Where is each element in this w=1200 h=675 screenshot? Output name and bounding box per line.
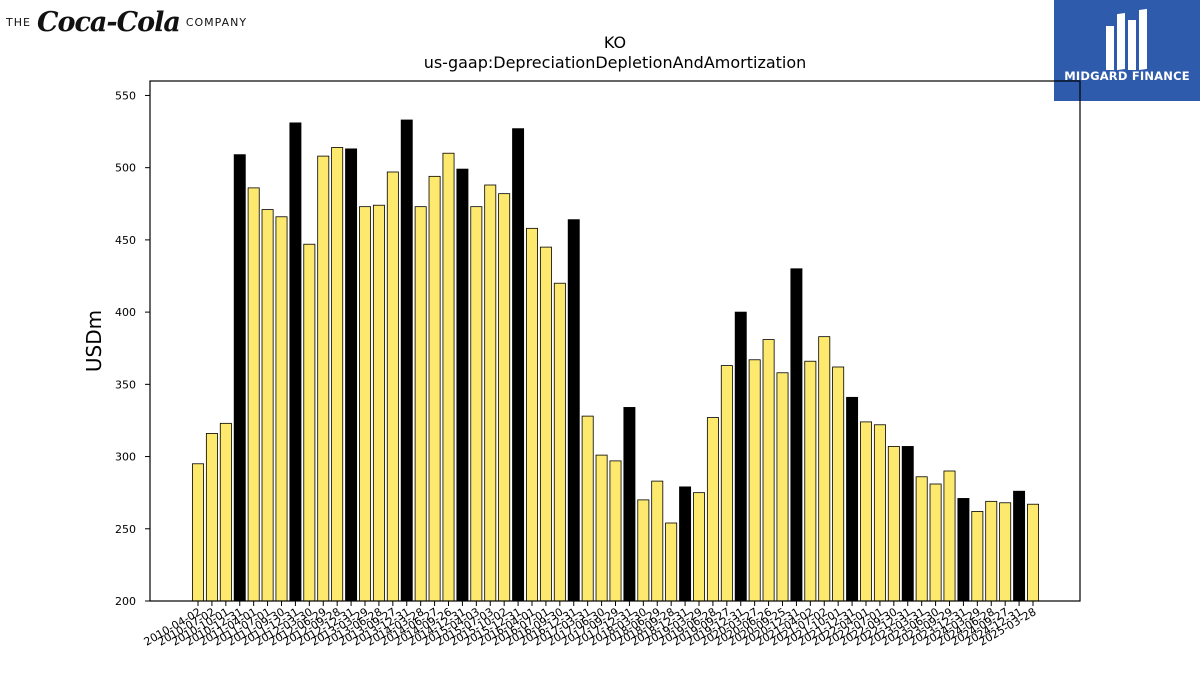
chart-subtitle: us-gaap:DepreciationDepletionAndAmortiza… bbox=[424, 53, 807, 72]
bar-2013-09-27 bbox=[386, 171, 399, 602]
plot-frame bbox=[149, 80, 1081, 602]
y-tick-label: 400 bbox=[115, 306, 136, 319]
bar-2017-12-31 bbox=[623, 407, 636, 602]
bar-2024-09-27 bbox=[999, 502, 1012, 602]
y-tick-label: 200 bbox=[115, 595, 136, 608]
bar-2014-03-28 bbox=[414, 206, 427, 602]
bar-2013-06-28 bbox=[372, 204, 385, 602]
bar-2010-07-02 bbox=[205, 433, 218, 602]
bar-2023-12-31 bbox=[957, 498, 970, 602]
y-tick-label: 350 bbox=[115, 378, 136, 391]
bar-2013-03-29 bbox=[359, 206, 371, 602]
y-axis-label: USDm bbox=[82, 310, 106, 372]
bar-2014-12-31 bbox=[456, 168, 469, 602]
bar-2019-12-31 bbox=[734, 311, 747, 602]
bar-2010-04-02 bbox=[192, 463, 204, 602]
bar-2020-03-27 bbox=[748, 359, 761, 602]
bar-2018-06-29 bbox=[651, 480, 664, 602]
bar-2021-12-31 bbox=[846, 396, 859, 602]
bar-2011-04-01 bbox=[247, 187, 260, 602]
bar-2014-09-26 bbox=[442, 152, 455, 602]
bar-2012-12-31 bbox=[345, 148, 358, 602]
bars-group bbox=[192, 119, 1039, 602]
bar-2021-04-02 bbox=[804, 360, 817, 602]
bar-2023-03-31 bbox=[915, 476, 928, 602]
bar-2010-12-31 bbox=[233, 154, 246, 602]
bar-2012-03-30 bbox=[303, 243, 316, 602]
bar-2022-12-31 bbox=[901, 446, 914, 602]
bar-2015-04-03 bbox=[470, 206, 483, 602]
brand-prefix: THE bbox=[6, 15, 31, 29]
bar-2018-09-28 bbox=[665, 522, 678, 602]
bar-2012-09-28 bbox=[331, 147, 344, 602]
bar-2016-09-30 bbox=[553, 282, 566, 602]
bar-2010-10-01 bbox=[219, 422, 232, 602]
bar-2019-09-27 bbox=[720, 365, 733, 602]
bar-2017-03-31 bbox=[581, 415, 594, 602]
x-axis: 2010-04-022010-07-022010-10-012010-12-31… bbox=[142, 601, 1039, 649]
bar-2023-06-30 bbox=[929, 483, 942, 602]
bar-2025-03-28 bbox=[1027, 503, 1039, 602]
bar-2018-12-31 bbox=[679, 486, 692, 602]
bar-2022-04-01 bbox=[860, 421, 872, 602]
bar-2021-07-02 bbox=[818, 336, 831, 602]
bar-2014-06-27 bbox=[428, 175, 441, 602]
bar-2015-07-03 bbox=[484, 184, 497, 602]
bar-2016-04-01 bbox=[526, 227, 538, 602]
bar-2024-03-29 bbox=[971, 511, 984, 602]
bar-2015-10-02 bbox=[498, 193, 511, 602]
bar-2022-07-01 bbox=[873, 424, 886, 602]
bar-2023-09-29 bbox=[943, 470, 956, 602]
chart-title: KO bbox=[604, 33, 626, 52]
y-axis: 200 250 300 350 400 450 500 550 bbox=[115, 89, 150, 608]
bar-2020-12-31 bbox=[790, 268, 803, 602]
y-tick-label: 500 bbox=[115, 162, 136, 175]
bar-2020-06-26 bbox=[762, 339, 775, 602]
bar-2018-03-30 bbox=[637, 499, 650, 602]
bar-2019-03-29 bbox=[693, 492, 705, 602]
y-tick-label: 250 bbox=[115, 523, 136, 536]
brand-name: Coca-Cola bbox=[36, 6, 181, 38]
y-tick-label: 300 bbox=[115, 451, 136, 464]
bar-2011-09-30 bbox=[275, 216, 288, 602]
midgard-logo-icon bbox=[1106, 8, 1147, 71]
bar-2016-12-31 bbox=[567, 219, 580, 602]
coca-cola-company-logo: THE Coca-Cola COMPANY bbox=[6, 2, 247, 42]
bar-2024-12-31 bbox=[1013, 490, 1026, 602]
bar-2013-12-31 bbox=[400, 119, 413, 602]
bar-2024-06-28 bbox=[985, 500, 998, 602]
bar-2020-09-25 bbox=[776, 372, 789, 602]
bar-2019-06-28 bbox=[706, 417, 719, 602]
bar-2017-06-30 bbox=[595, 454, 608, 602]
midgard-logo-text: MIDGARD FINANCE bbox=[1064, 69, 1190, 83]
bar-2021-10-01 bbox=[832, 366, 845, 602]
bar-2022-09-30 bbox=[887, 446, 900, 602]
y-tick-label: 450 bbox=[115, 234, 136, 247]
bar-2011-12-31 bbox=[289, 122, 302, 602]
brand-suffix: COMPANY bbox=[185, 15, 248, 29]
y-tick-label: 550 bbox=[115, 89, 136, 102]
bar-2012-06-29 bbox=[317, 155, 330, 602]
bar-2017-09-29 bbox=[609, 460, 622, 602]
bar-2015-12-31 bbox=[512, 128, 525, 602]
bar-2016-07-01 bbox=[539, 246, 552, 602]
midgard-finance-logo: MIDGARD FINANCE bbox=[1054, 0, 1200, 101]
bar-2011-07-01 bbox=[261, 209, 274, 602]
